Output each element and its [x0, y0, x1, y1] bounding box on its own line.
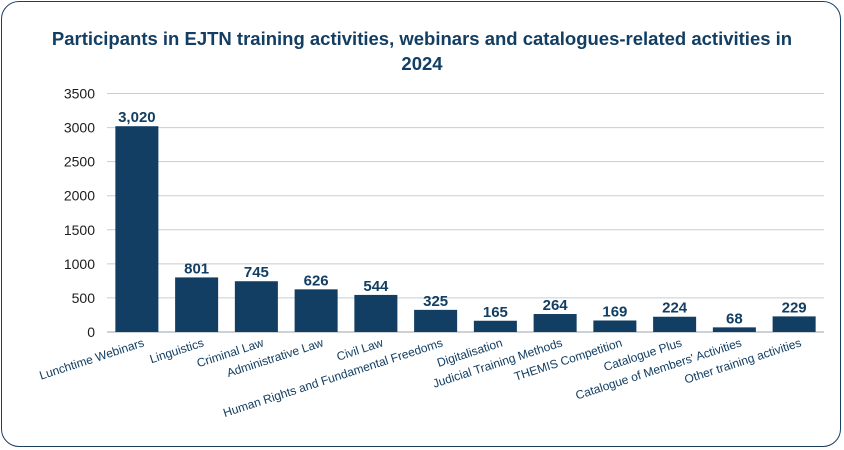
y-tick-label: 2500	[64, 154, 95, 170]
y-tick-label: 0	[87, 324, 95, 340]
data-label: 544	[363, 278, 389, 295]
data-label: 229	[782, 299, 807, 316]
data-label: 3,020	[118, 109, 156, 126]
bar	[414, 309, 458, 332]
bar	[473, 320, 517, 332]
bar	[354, 294, 398, 332]
data-label: 169	[602, 303, 627, 320]
bar	[712, 327, 756, 332]
x-tick-label: Lunchtime Webinars	[38, 336, 146, 383]
bar	[115, 126, 159, 332]
data-labels: 3,020 801 745 626 544 325 165 264 169 224 68 229	[118, 109, 807, 327]
bar	[593, 320, 637, 332]
data-label: 224	[662, 300, 688, 317]
data-label: 165	[483, 304, 508, 321]
data-label: 745	[244, 264, 269, 281]
data-label: 801	[184, 260, 209, 277]
gridlines	[107, 93, 824, 333]
bar	[234, 281, 278, 332]
chart-title: Participants in EJTN training activities…	[51, 28, 793, 74]
y-axis: 0 500 1000 1500 2000 2500 3000 3500	[64, 86, 95, 341]
y-tick-label: 1000	[64, 256, 95, 272]
bar	[533, 314, 577, 332]
bar	[175, 277, 219, 332]
y-tick-label: 2000	[64, 188, 95, 204]
y-tick-label: 500	[72, 290, 96, 306]
bar	[294, 289, 338, 332]
bar	[772, 316, 816, 332]
y-tick-label: 1500	[64, 222, 95, 238]
data-label: 626	[304, 272, 329, 289]
y-tick-label: 3000	[64, 120, 95, 136]
bar	[653, 316, 697, 332]
bars	[115, 126, 816, 332]
y-tick-label: 3500	[64, 86, 95, 102]
data-label: 325	[423, 293, 448, 310]
data-label: 68	[726, 310, 743, 327]
data-label: 264	[543, 297, 569, 314]
